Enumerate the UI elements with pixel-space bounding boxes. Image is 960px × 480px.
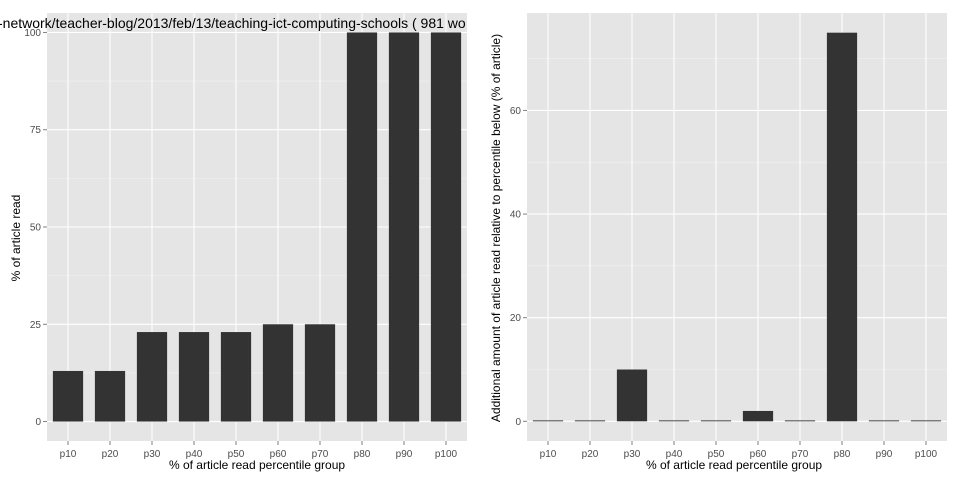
left-bar-p90 xyxy=(388,32,420,422)
left-bar-p60 xyxy=(262,324,294,422)
left-x-tick-label: p60 xyxy=(270,449,287,460)
left-y-tick-label: 25 xyxy=(30,320,42,331)
right-bar-p90 xyxy=(868,420,900,422)
right-y-tick-label: 60 xyxy=(510,106,522,117)
left-chart-title: -network/teacher-blog/2013/feb/13/teachi… xyxy=(0,15,466,31)
left-x-tick-label: p30 xyxy=(144,449,161,460)
left-y-tick-label: 50 xyxy=(30,223,42,234)
left-x-tick-label: p40 xyxy=(186,449,203,460)
left-bar-p20 xyxy=(94,370,126,422)
right-bar-p50 xyxy=(700,420,732,422)
left-y-tick-label: 100 xyxy=(24,28,41,39)
right-y-tick-label: 0 xyxy=(515,417,521,428)
left-bar-p10 xyxy=(52,370,84,422)
right-bar-p100 xyxy=(910,420,942,422)
left-bar-p80 xyxy=(346,32,378,422)
left-bar-p70 xyxy=(304,324,336,422)
right-bar-p40 xyxy=(658,420,690,422)
right-y-tick-label: 40 xyxy=(510,210,522,221)
left-y-tick-label: 75 xyxy=(30,125,42,136)
left-chart-panel: 0 25 50 75 100 p10 p20 p30 p40 p50 p60 p70 p80 p90 p10… xyxy=(24,13,467,460)
right-x-tick-label: p70 xyxy=(792,449,809,460)
right-x-tick-label: p50 xyxy=(708,449,725,460)
right-chart-panel: 0 20 40 60 p10 p20 p30 p40 p50 p60 p70 p80 p90 p100 xyxy=(510,13,947,460)
left-bar-p100 xyxy=(430,32,462,422)
left-x-tick-label: p70 xyxy=(312,449,329,460)
left-chart-y-axis-label: % of article read xyxy=(9,195,23,282)
left-bar-p30 xyxy=(136,332,168,422)
right-bar-p30 xyxy=(616,369,648,422)
right-x-tick-label: p20 xyxy=(582,449,599,460)
left-x-tick-label: p10 xyxy=(60,449,77,460)
left-y-tick-label: 0 xyxy=(35,417,41,428)
right-x-tick-label: p60 xyxy=(750,449,767,460)
right-bar-p20 xyxy=(574,420,606,422)
right-bar-p80 xyxy=(826,32,858,422)
left-x-tick-label: p90 xyxy=(396,449,413,460)
right-x-tick-label: p30 xyxy=(624,449,641,460)
left-x-tick-label: p50 xyxy=(228,449,245,460)
right-x-tick-label: p40 xyxy=(666,449,683,460)
right-bar-p70 xyxy=(784,420,816,422)
right-bar-p60 xyxy=(742,410,774,422)
left-x-tick-label: p100 xyxy=(435,449,458,460)
right-x-tick-label: p80 xyxy=(834,449,851,460)
left-chart-x-axis-label: % of article read percentile group xyxy=(169,458,345,472)
right-x-tick-label: p90 xyxy=(876,449,893,460)
right-chart-x-axis-label: % of article read percentile group xyxy=(646,458,822,472)
right-chart-y-axis-label: Additional amount of article read relati… xyxy=(489,34,503,422)
right-x-tick-label: p100 xyxy=(915,449,938,460)
right-bar-p10 xyxy=(532,420,564,422)
right-x-tick-label: p10 xyxy=(540,449,557,460)
left-x-tick-label: p80 xyxy=(354,449,371,460)
left-x-tick-label: p20 xyxy=(102,449,119,460)
left-bar-p40 xyxy=(178,332,210,422)
right-y-tick-label: 20 xyxy=(510,313,522,324)
left-bar-p50 xyxy=(220,332,252,422)
